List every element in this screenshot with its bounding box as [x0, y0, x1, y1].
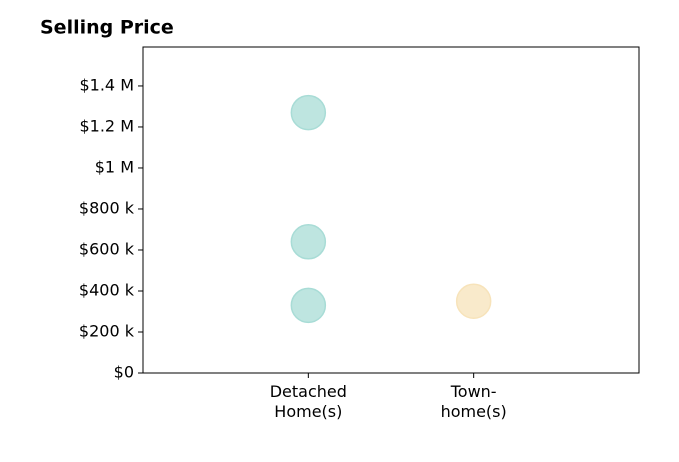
y-tick-label: $1 M	[95, 157, 134, 176]
y-tick-label: $1.2 M	[79, 116, 134, 135]
y-tick-label: $0	[114, 363, 134, 382]
point	[290, 224, 327, 260]
point	[290, 94, 327, 131]
y-tick-label: $400 k	[79, 280, 135, 299]
chart-title: Selling Price	[40, 17, 174, 39]
y-tick-label: $1.4 M	[79, 75, 134, 94]
x-tick-label: Town- home(s)	[440, 382, 507, 421]
plot-frame	[142, 46, 640, 374]
point	[290, 287, 327, 324]
y-tick-label: $600 k	[79, 239, 135, 258]
point	[455, 283, 492, 319]
y-tick-label: $800 k	[79, 198, 135, 217]
y-tick-label: $200 k	[79, 321, 135, 340]
x-tick-label: Detached Home(s)	[269, 382, 347, 421]
